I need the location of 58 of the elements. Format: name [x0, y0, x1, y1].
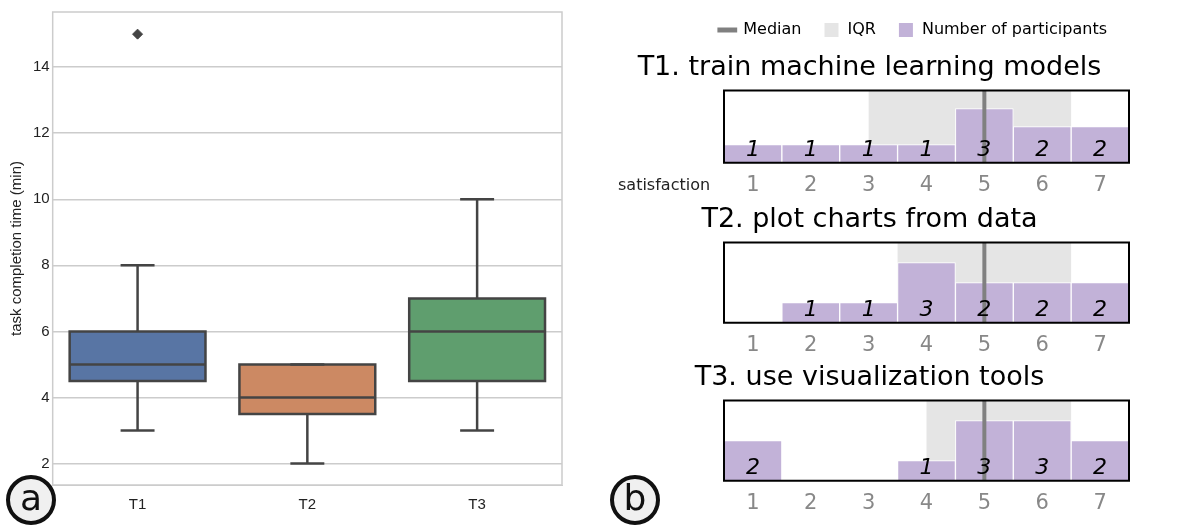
x-tick-label: T2	[298, 495, 317, 513]
text: b	[610, 475, 660, 525]
x-tick-label: 1	[746, 489, 760, 514]
x-tick-label: 5	[977, 331, 992, 356]
x-tick-label: 1	[746, 171, 760, 196]
data-label: 3	[977, 135, 992, 161]
chart-title: T3. use visualization tools	[693, 360, 1045, 392]
y-tick-label: 10	[33, 189, 50, 207]
x-tick-label: 2	[804, 489, 818, 514]
x-tick-label: 3	[861, 171, 876, 196]
x-tick-label: 5	[977, 171, 992, 196]
x-tick-label: 4	[919, 331, 934, 356]
x-tick-label: 7	[1093, 489, 1107, 514]
x-tick-label: 4	[919, 171, 934, 196]
x-tick-label: 5	[977, 489, 992, 514]
x-tick-label: 7	[1093, 331, 1107, 356]
x-tick-label: T3	[468, 495, 486, 513]
data-label: 2	[1093, 135, 1108, 161]
y-tick-label: 14	[33, 57, 50, 75]
data-label: 2	[977, 295, 992, 321]
y-axis-title: task completion time (min)	[7, 160, 25, 337]
x-tick-label: 6	[1035, 331, 1049, 356]
x-tick-label: 6	[1035, 171, 1049, 196]
text: a	[6, 475, 56, 525]
chart-title: T2. plot charts from data	[700, 202, 1038, 234]
x-axis-title: satisfaction	[618, 175, 711, 194]
data-label: 2	[1093, 453, 1108, 479]
y-tick-label: 2	[41, 453, 50, 471]
legend-label: Median	[743, 19, 802, 39]
data-label: 3	[919, 295, 934, 321]
data-label: 1	[861, 135, 876, 161]
legend-label: Number of participants	[921, 19, 1107, 39]
data-label: 2	[745, 453, 760, 479]
x-tick-label: 3	[861, 331, 876, 356]
y-tick-label: 12	[33, 123, 50, 141]
data-label: 1	[803, 295, 818, 321]
x-tick-label: 4	[919, 489, 934, 514]
x-tick-label: 6	[1035, 489, 1049, 514]
x-tick-label: 1	[746, 331, 760, 356]
chart-title: T1. train machine learning models	[636, 50, 1102, 82]
y-tick-label: 4	[41, 387, 50, 405]
x-tick-label: 3	[861, 489, 876, 514]
data-label: 1	[803, 135, 818, 161]
x-tick-label: 2	[804, 331, 818, 356]
x-tick-label: 2	[804, 171, 818, 196]
data-label: 1	[745, 135, 760, 161]
data-label: 2	[1093, 295, 1108, 321]
x-tick-label: 7	[1093, 171, 1107, 196]
legend-label: IQR	[847, 19, 876, 39]
data-label: 2	[1035, 295, 1050, 321]
data-label: 3	[1035, 453, 1050, 479]
y-tick-label: 8	[41, 255, 50, 273]
data-label: 1	[919, 135, 934, 161]
data-label: 1	[919, 453, 934, 479]
data-label: 1	[861, 295, 876, 321]
data-label: 2	[1035, 135, 1050, 161]
data-label: 3	[977, 453, 992, 479]
x-tick-label: T1	[128, 495, 147, 513]
